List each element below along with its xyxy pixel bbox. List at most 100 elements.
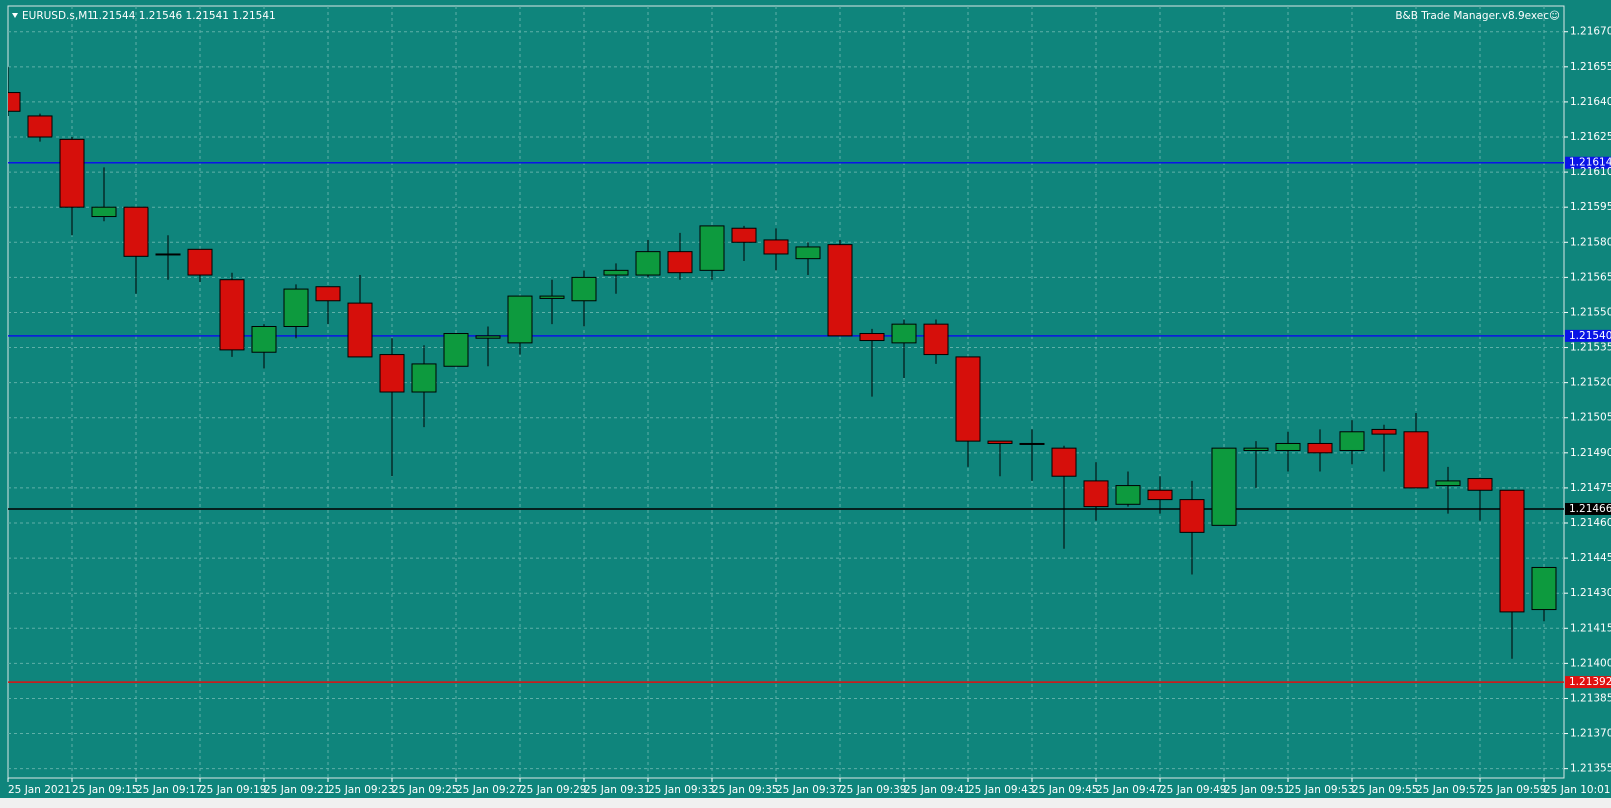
candles-layer bbox=[8, 66, 1557, 659]
candle-body bbox=[1115, 485, 1141, 505]
candle-body bbox=[1147, 489, 1173, 501]
x-tick-label: 25 Jan 09:55 bbox=[1352, 784, 1418, 796]
x-tick-label: 25 Jan 09:25 bbox=[392, 784, 458, 796]
candle-body bbox=[571, 276, 597, 302]
y-tick-label: 1.21580 bbox=[1570, 236, 1611, 248]
candle-body bbox=[1371, 428, 1397, 435]
candle-body bbox=[731, 227, 757, 243]
price-level-label: 1.21540 bbox=[1569, 330, 1611, 342]
candle-body bbox=[59, 138, 85, 208]
x-tick-label: 25 Jan 09:51 bbox=[1224, 784, 1290, 796]
x-tick-label: 25 Jan 09:35 bbox=[712, 784, 778, 796]
price-level-label: 1.21392 bbox=[1569, 676, 1611, 688]
candle-body bbox=[379, 354, 405, 393]
candle-body bbox=[955, 356, 981, 442]
candle-body bbox=[219, 279, 245, 351]
candle-body bbox=[27, 115, 53, 138]
y-tick-label: 1.21460 bbox=[1570, 517, 1611, 529]
candle-body bbox=[1083, 480, 1109, 508]
x-tick-label: 25 Jan 09:19 bbox=[200, 784, 266, 796]
candle-body bbox=[987, 440, 1013, 444]
y-tick-label: 1.21355 bbox=[1570, 763, 1611, 775]
y-tick-label: 1.21445 bbox=[1570, 552, 1611, 564]
x-tick-label: 25 Jan 09:37 bbox=[776, 784, 842, 796]
candle-body bbox=[187, 248, 213, 276]
y-tick-label: 1.21520 bbox=[1570, 377, 1611, 389]
candle-body bbox=[123, 206, 149, 257]
tab-strip bbox=[0, 798, 1611, 808]
candle-body bbox=[1531, 566, 1557, 611]
x-tick-label: 25 Jan 09:21 bbox=[264, 784, 330, 796]
candle-body bbox=[859, 333, 885, 342]
candle-body bbox=[1275, 442, 1301, 451]
candle-body bbox=[699, 225, 725, 271]
candle-body bbox=[475, 335, 501, 339]
candle-body bbox=[347, 302, 373, 358]
x-tick-label: 25 Jan 09:41 bbox=[904, 784, 970, 796]
candle-body bbox=[763, 239, 789, 255]
candle-body bbox=[8, 92, 21, 112]
y-tick-label: 1.21370 bbox=[1570, 728, 1611, 740]
symbol: EURUSD.s,M1 bbox=[22, 10, 94, 22]
y-tick-label: 1.21415 bbox=[1570, 622, 1611, 634]
candle-body bbox=[1019, 442, 1045, 445]
candle-body bbox=[635, 251, 661, 276]
x-tick-label: 25 Jan 09:17 bbox=[136, 784, 202, 796]
x-tick-label: 25 Jan 09:45 bbox=[1032, 784, 1098, 796]
y-tick-label: 1.21655 bbox=[1570, 61, 1611, 73]
price-level-label: 1.21614 bbox=[1569, 157, 1611, 169]
price-level-tag bbox=[1565, 502, 1611, 515]
y-tick-label: 1.21625 bbox=[1570, 131, 1611, 143]
y-tick-label: 1.21400 bbox=[1570, 657, 1611, 669]
x-tick-label: 25 Jan 09:43 bbox=[968, 784, 1034, 796]
y-tick-label: 1.21505 bbox=[1570, 412, 1611, 424]
x-tick-label: 25 Jan 09:31 bbox=[584, 784, 650, 796]
candle-body bbox=[507, 295, 533, 344]
candle-body bbox=[315, 286, 341, 302]
x-tick-label: 25 Jan 09:57 bbox=[1416, 784, 1482, 796]
y-tick-label: 1.21565 bbox=[1570, 271, 1611, 283]
candle-body bbox=[1435, 480, 1461, 487]
candle-body bbox=[1179, 499, 1205, 533]
candle-body bbox=[795, 246, 821, 260]
x-tick-label: 25 Jan 09:29 bbox=[520, 784, 586, 796]
candle-body bbox=[1403, 431, 1429, 489]
price-level-tag bbox=[1565, 329, 1611, 342]
x-tick-label: 25 Jan 09:33 bbox=[648, 784, 714, 796]
x-tick-label: 25 Jan 09:47 bbox=[1096, 784, 1162, 796]
y-tick-label: 1.21475 bbox=[1570, 482, 1611, 494]
candle-body bbox=[1051, 447, 1077, 477]
candle-body bbox=[1243, 447, 1269, 451]
candle-body bbox=[1211, 447, 1237, 526]
candle-body bbox=[91, 206, 117, 218]
candle-body bbox=[1467, 478, 1493, 491]
candle-body bbox=[1339, 431, 1365, 451]
x-tick-label: 25 Jan 09:23 bbox=[328, 784, 394, 796]
candle-body bbox=[155, 253, 181, 256]
x-tick-label: 25 Jan 09:49 bbox=[1160, 784, 1226, 796]
price-level-tag bbox=[1565, 676, 1611, 689]
menu-arrow[interactable] bbox=[12, 13, 18, 18]
x-tick-label: 25 Jan 2021 bbox=[8, 784, 71, 796]
candle-body bbox=[603, 269, 629, 276]
x-tick-label: 25 Jan 09:15 bbox=[72, 784, 138, 796]
candle-body bbox=[1499, 489, 1525, 613]
y-tick-label: 1.21640 bbox=[1570, 96, 1611, 108]
candle-body bbox=[443, 333, 469, 367]
price-level-tag bbox=[1565, 156, 1611, 169]
y-tick-label: 1.21490 bbox=[1570, 447, 1611, 459]
grid-layer bbox=[8, 6, 1564, 778]
y-tick-label: 1.21670 bbox=[1570, 26, 1611, 38]
indicator-label: B&B Trade Manager.v8.9exec☺ bbox=[1395, 10, 1560, 22]
candle-body bbox=[251, 325, 277, 353]
candle-body bbox=[827, 244, 853, 337]
y-tick-label: 1.21610 bbox=[1570, 166, 1611, 178]
candle-body bbox=[283, 288, 309, 327]
candle-body bbox=[411, 363, 437, 393]
candle-body bbox=[923, 323, 949, 356]
y-tick-label: 1.21535 bbox=[1570, 342, 1611, 354]
price-level-label: 1.21466 bbox=[1569, 503, 1611, 515]
x-tick-label: 25 Jan 09:39 bbox=[840, 784, 906, 796]
